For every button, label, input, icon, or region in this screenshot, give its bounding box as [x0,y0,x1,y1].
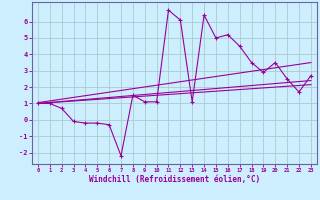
X-axis label: Windchill (Refroidissement éolien,°C): Windchill (Refroidissement éolien,°C) [89,175,260,184]
